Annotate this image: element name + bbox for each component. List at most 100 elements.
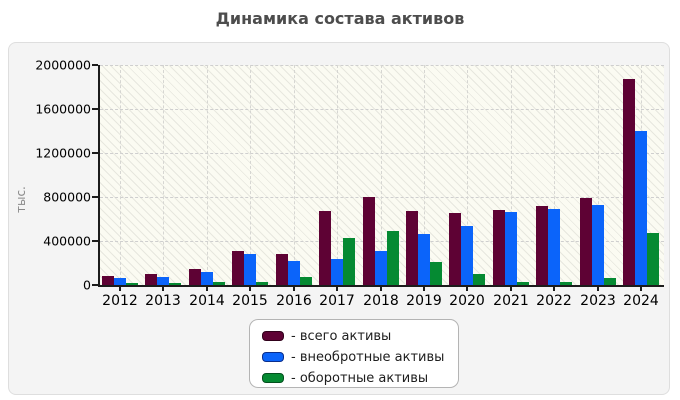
bar-2013 <box>157 277 169 285</box>
bar-2018 <box>387 231 399 285</box>
vertical-gridline <box>511 65 512 285</box>
bar-2014 <box>201 272 213 285</box>
x-axis-tick-mark <box>293 287 295 291</box>
legend-swatch-icon <box>262 352 284 362</box>
chart-title: Динамика состава активов <box>215 9 465 28</box>
bar-2012 <box>126 283 138 285</box>
legend-swatch-icon <box>262 331 284 341</box>
y-axis-tick-mark <box>92 64 98 66</box>
legend-label: - всего активы <box>291 328 392 344</box>
y-axis-tick-mark <box>92 108 98 110</box>
y-axis-tick-mark <box>92 152 98 154</box>
legend-rows: - всего активы - внеобротные активы - обор… <box>262 327 458 387</box>
bar-2019 <box>406 211 418 285</box>
bar-2023 <box>604 278 616 285</box>
x-axis-tick-label: 2023 <box>580 293 616 309</box>
vertical-gridline <box>207 65 208 285</box>
chart-panel: тыс. 0 400000 800000 1200000 1600000 2000000 … <box>8 42 670 395</box>
x-axis-tick-label: 2019 <box>406 293 442 309</box>
bar-2024 <box>647 233 659 285</box>
bar-2012 <box>114 278 126 285</box>
y-axis-tick-label: 800000 <box>43 189 91 205</box>
bar-2016 <box>288 261 300 285</box>
x-axis-tick-label: 2014 <box>189 293 225 309</box>
bar-2013 <box>145 274 157 285</box>
horizontal-gridline <box>100 109 664 110</box>
bar-2016 <box>300 277 312 285</box>
bar-2023 <box>580 198 592 285</box>
bar-2019 <box>430 262 442 285</box>
legend-item: - внеобротные активы <box>262 348 458 366</box>
x-axis-tick-label: 2024 <box>623 293 659 309</box>
y-axis-tick-mark <box>92 284 98 286</box>
x-axis-tick-mark <box>553 287 555 291</box>
legend-swatch-icon <box>262 373 284 383</box>
x-axis-tick-label: 2021 <box>493 293 529 309</box>
bar-2012 <box>102 276 114 285</box>
bar-2023 <box>592 205 604 285</box>
horizontal-gridline <box>100 153 664 154</box>
y-axis-tick-label: 0 <box>83 277 91 293</box>
x-axis-tick-label: 2017 <box>319 293 355 309</box>
x-axis-tick-label: 2013 <box>145 293 181 309</box>
horizontal-gridline <box>100 197 664 198</box>
bar-2024 <box>623 79 635 285</box>
x-axis-tick-mark <box>162 287 164 291</box>
y-axis-tick-mark <box>92 240 98 242</box>
x-axis-tick-label: 2012 <box>102 293 138 309</box>
bar-2022 <box>560 282 572 285</box>
bar-2024 <box>635 131 647 285</box>
legend: - всего активы - внеобротные активы - обор… <box>249 319 459 388</box>
bar-2015 <box>244 254 256 285</box>
vertical-gridline <box>250 65 251 285</box>
x-axis-tick-mark <box>336 287 338 291</box>
bar-2022 <box>548 209 560 285</box>
x-axis-tick-mark <box>423 287 425 291</box>
x-axis-tick-mark <box>249 287 251 291</box>
x-axis-tick-mark <box>510 287 512 291</box>
horizontal-gridline <box>100 65 664 66</box>
vertical-gridline <box>381 65 382 285</box>
y-axis-tick-label: 1600000 <box>35 101 91 117</box>
bar-2015 <box>256 282 268 285</box>
vertical-gridline <box>337 65 338 285</box>
x-axis-tick-label: 2016 <box>276 293 312 309</box>
x-axis-tick-mark <box>206 287 208 291</box>
x-axis-tick-mark <box>597 287 599 291</box>
y-axis-tick-label: 2000000 <box>35 57 91 73</box>
vertical-gridline <box>163 65 164 285</box>
x-axis-tick-mark <box>466 287 468 291</box>
bar-2021 <box>505 212 517 285</box>
x-axis-tick-label: 2015 <box>232 293 268 309</box>
bar-2017 <box>331 259 343 285</box>
bar-2022 <box>536 206 548 285</box>
bar-2020 <box>449 213 461 285</box>
bar-2018 <box>363 197 375 285</box>
vertical-gridline <box>598 65 599 285</box>
bar-2015 <box>232 251 244 285</box>
bar-2020 <box>461 226 473 285</box>
x-axis-tick-label: 2022 <box>536 293 572 309</box>
x-axis-tick-label: 2018 <box>363 293 399 309</box>
bar-2013 <box>169 283 181 285</box>
horizontal-gridline <box>100 241 664 242</box>
bar-2021 <box>517 282 529 285</box>
vertical-gridline <box>424 65 425 285</box>
bar-2014 <box>189 269 201 285</box>
vertical-gridline <box>120 65 121 285</box>
bar-2017 <box>319 211 331 285</box>
x-axis-tick-label: 2020 <box>449 293 485 309</box>
bar-2019 <box>418 234 430 285</box>
bar-2018 <box>375 251 387 285</box>
x-axis-tick-mark <box>119 287 121 291</box>
y-axis-tick-label: 1200000 <box>35 145 91 161</box>
vertical-gridline <box>467 65 468 285</box>
y-axis-tick-mark <box>92 196 98 198</box>
vertical-gridline <box>294 65 295 285</box>
x-axis-tick-mark <box>380 287 382 291</box>
bar-2021 <box>493 210 505 285</box>
legend-label: - внеобротные активы <box>291 349 445 365</box>
bar-2014 <box>213 282 225 285</box>
bar-2016 <box>276 254 288 285</box>
bar-2020 <box>473 274 485 285</box>
